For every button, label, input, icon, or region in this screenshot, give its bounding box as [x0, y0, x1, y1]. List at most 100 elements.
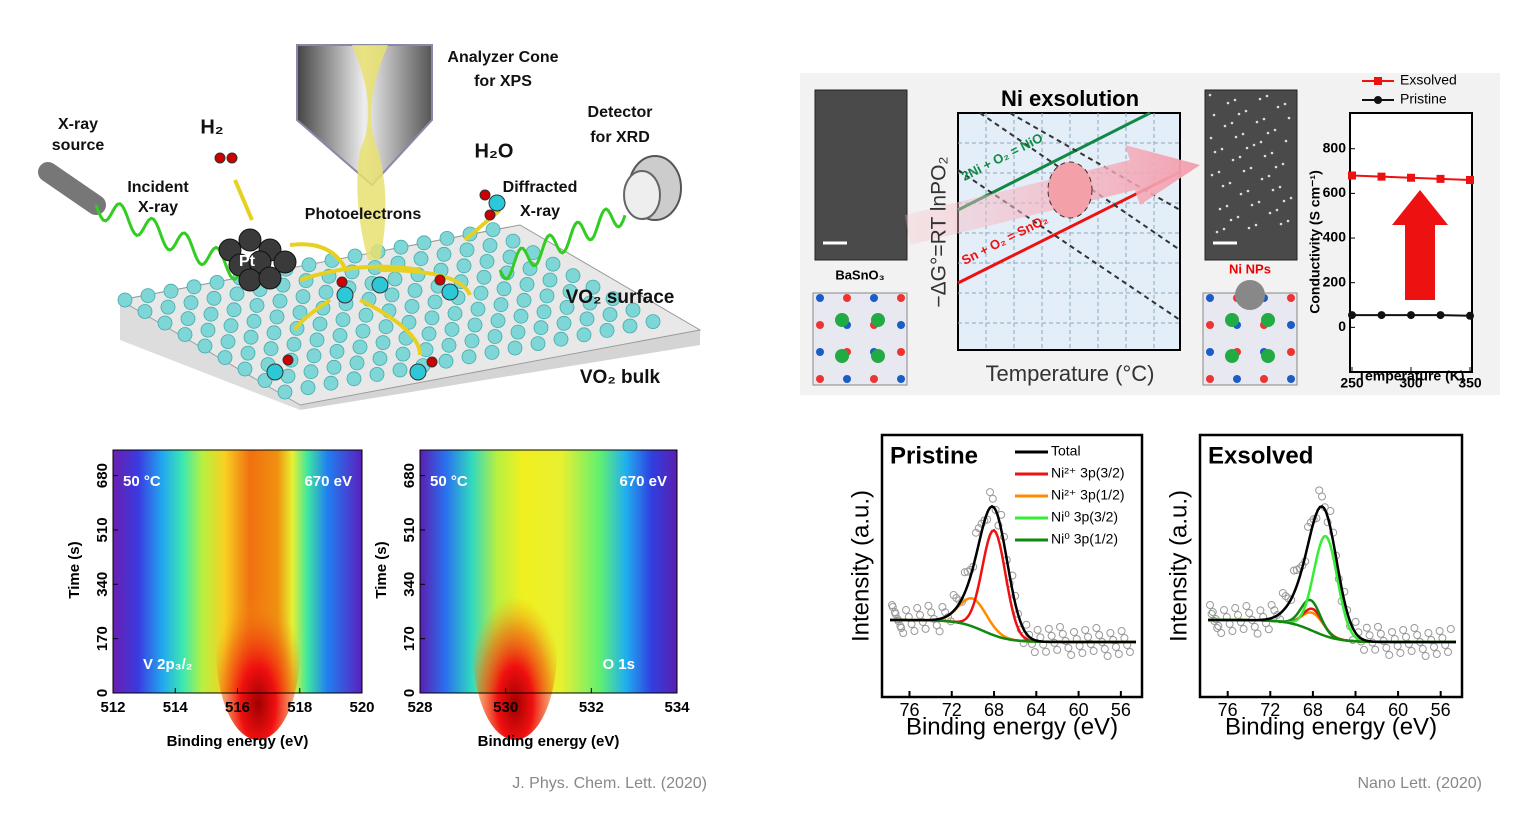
- atom: [292, 305, 308, 320]
- atom: [229, 286, 245, 302]
- atom: [323, 375, 339, 391]
- x-tick-label: 528: [407, 699, 432, 716]
- nanoparticle: [1283, 102, 1287, 106]
- beam: [352, 45, 388, 260]
- data-point: [888, 603, 897, 612]
- atom: [536, 304, 552, 320]
- atom: [303, 364, 319, 380]
- data-point: [1399, 625, 1408, 634]
- atom: [387, 271, 403, 287]
- nanoparticle: [1274, 165, 1278, 169]
- data-point: [1217, 629, 1226, 638]
- data-point: [1053, 645, 1062, 654]
- point: [1407, 311, 1415, 320]
- crystal-atom: [897, 348, 905, 356]
- y-axis-label: Intensity (a.u.): [847, 490, 874, 642]
- atom: [447, 306, 463, 321]
- reaction-arrow: [289, 242, 347, 270]
- atom: [438, 353, 454, 369]
- nanoparticle: [1267, 174, 1271, 178]
- data-point: [1213, 624, 1222, 633]
- schematic-label: H₂: [200, 116, 223, 138]
- atom: [309, 332, 325, 348]
- crystal-atom: [835, 313, 849, 327]
- data-point: [1250, 622, 1259, 631]
- y-tick-label: 170: [94, 626, 111, 651]
- y-axis-label: Conductivity (S cm⁻¹): [1307, 170, 1323, 314]
- nanoparticle: [1210, 173, 1214, 177]
- x-tick-label: 64: [1026, 700, 1046, 720]
- atom: [140, 288, 156, 304]
- nanoparticle: [1229, 218, 1233, 222]
- atom: [358, 307, 374, 323]
- data-point: [1019, 639, 1028, 648]
- data-point: [1270, 606, 1279, 615]
- annotation: 670 eV: [304, 473, 352, 490]
- atom: [355, 323, 371, 339]
- data-point: [1112, 642, 1120, 651]
- nanoparticle: [1246, 189, 1250, 193]
- atom: [301, 257, 317, 273]
- x-tick-label: 60: [1069, 700, 1089, 720]
- nanoparticle: [1215, 230, 1219, 234]
- legend-label: Total: [1051, 443, 1081, 459]
- atom: [456, 258, 472, 274]
- x-axis-label: Binding energy (eV): [906, 713, 1118, 740]
- pt-atom: [238, 228, 262, 252]
- data-point: [1058, 629, 1067, 638]
- nanoparticle: [1220, 147, 1224, 151]
- atom: [395, 346, 411, 362]
- x-tick-label: 514: [163, 699, 189, 716]
- crystal-atom: [1225, 349, 1239, 363]
- nanoparticle: [1273, 128, 1277, 132]
- data-point: [1095, 630, 1104, 639]
- atom: [545, 256, 561, 272]
- atom: [605, 291, 621, 307]
- nanoparticle: [1223, 124, 1227, 128]
- nanoparticle: [1221, 184, 1225, 188]
- atom: [533, 320, 549, 336]
- x-tick-label: 300: [1399, 375, 1423, 391]
- atom: [347, 248, 363, 264]
- x-tick-label: 68: [1303, 700, 1323, 720]
- data-point: [1092, 623, 1101, 632]
- data-point: [1067, 650, 1076, 659]
- ni-particle: [1235, 280, 1265, 310]
- nanoparticle: [1222, 227, 1226, 231]
- data-point: [1070, 627, 1078, 636]
- atom: [559, 299, 575, 315]
- data-point: [1281, 592, 1290, 601]
- nanoparticle: [1265, 94, 1269, 98]
- data-point: [1208, 608, 1217, 617]
- atom: [223, 318, 239, 334]
- atom: [226, 302, 242, 318]
- x-tick-label: 72: [942, 700, 962, 720]
- data-point: [1424, 628, 1433, 637]
- data-point: [899, 629, 908, 638]
- legend-label: Ni⁰ 3p(1/2): [1051, 531, 1118, 547]
- x-tick-label: 512: [100, 699, 125, 716]
- atom: [312, 316, 328, 332]
- y-axis-label: Intensity (a.u.): [1165, 490, 1192, 642]
- atom: [441, 337, 457, 353]
- xray-source: [38, 162, 106, 215]
- legend-label: Pristine: [1400, 91, 1447, 107]
- nanoparticle: [1250, 203, 1254, 207]
- legend-marker: [1374, 96, 1382, 104]
- atom: [286, 336, 302, 352]
- nanoparticle: [1281, 162, 1285, 166]
- x-tick-label: 516: [225, 699, 250, 716]
- nanoparticle: [1258, 97, 1262, 101]
- atom: [372, 351, 388, 366]
- atom: [513, 308, 529, 324]
- x-axis-label: Binding energy (eV): [167, 733, 309, 750]
- legend-label: Ni²⁺ 3p(1/2): [1051, 487, 1125, 503]
- nanoparticle: [1271, 188, 1275, 192]
- atom: [585, 279, 601, 295]
- nanoparticle: [1257, 200, 1261, 204]
- annotation: O 1s: [602, 656, 635, 673]
- atom: [625, 302, 641, 318]
- data-point: [972, 528, 980, 537]
- data-point: [1444, 647, 1452, 656]
- atom: [237, 361, 253, 377]
